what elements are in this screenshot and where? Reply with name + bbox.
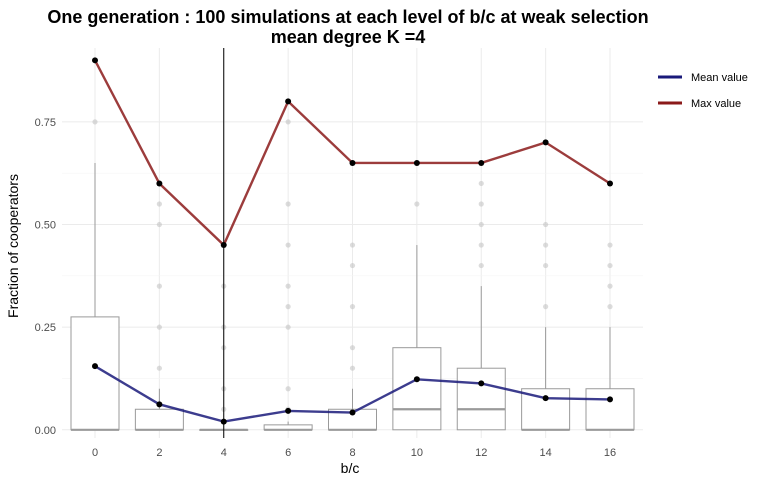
x-tick-label: 16 (604, 447, 616, 459)
outlier-point (349, 242, 356, 248)
y-tick-label: 0.50 (35, 220, 56, 232)
outlier-point (414, 201, 420, 207)
outlier-point (478, 201, 484, 207)
box-body (134, 408, 184, 431)
y-tick-label: 0.75 (35, 117, 56, 129)
boxplot (585, 327, 635, 431)
outlier-point (478, 221, 484, 228)
box-body (456, 367, 506, 431)
x-axis-title: b/c (341, 460, 360, 476)
outlier-point (543, 242, 549, 248)
boxplot (328, 388, 377, 431)
boxplots (70, 162, 635, 431)
chart-title-line1: One generation : 100 simulations at each… (47, 7, 648, 27)
outlier-point (285, 119, 291, 125)
outlier-point (285, 324, 291, 330)
series-point-max (478, 159, 485, 166)
boxplot (263, 421, 313, 431)
x-tick-label: 8 (349, 447, 355, 459)
series-lines (92, 57, 613, 425)
y-axis-ticks: 0.00 0.25 0.50 0.75 (35, 117, 56, 437)
x-tick-label: 0 (92, 447, 98, 459)
x-tick-label: 6 (285, 447, 291, 459)
series-point-mean (478, 380, 485, 387)
outlier-point (92, 119, 98, 125)
box-body (585, 388, 635, 431)
series-point-mean (156, 401, 163, 408)
outlier-point (349, 365, 356, 371)
outlier-point (156, 324, 162, 330)
outlier-point (478, 180, 484, 187)
y-tick-label: 0.00 (35, 425, 56, 437)
series-point-mean (413, 376, 420, 383)
series-point-mean (607, 396, 613, 403)
boxplot (456, 286, 506, 431)
outlier-point (285, 242, 291, 248)
outlier-point (607, 242, 613, 248)
series-point-mean (92, 363, 98, 370)
outlier-point (156, 283, 162, 289)
series-point-max (413, 159, 420, 166)
outlier-point (607, 304, 613, 310)
outlier-point (349, 262, 356, 269)
outlier-point (543, 304, 549, 310)
legend-label-mean: Mean value (691, 72, 748, 84)
x-tick-label: 2 (156, 447, 162, 459)
outlier-point (543, 262, 549, 269)
outlier-point (156, 221, 162, 228)
outlier-point (156, 365, 162, 371)
series-point-mean (285, 407, 292, 414)
outlier-point (156, 201, 162, 207)
outlier-point (607, 262, 613, 269)
chart-title-line2: mean degree K =4 (271, 27, 426, 47)
series-point-mean (349, 409, 356, 416)
outlier-point (285, 386, 291, 392)
series-point-max (349, 159, 356, 166)
outlier-point (478, 262, 484, 269)
outlier-point (349, 345, 356, 351)
y-axis-title: Fraction of cooperators (5, 174, 21, 318)
legend-label-max: Max value (691, 98, 741, 110)
outlier-point (349, 304, 356, 310)
outlier-point (285, 283, 291, 289)
series-point-max (156, 180, 163, 187)
outlier-point (543, 221, 549, 228)
x-tick-label: 10 (411, 447, 423, 459)
x-tick-label: 12 (475, 447, 487, 459)
series-point-max (220, 242, 227, 249)
box-body (70, 316, 120, 431)
outlier-point (478, 242, 484, 248)
legend: Mean value Max value (658, 72, 748, 110)
series-point-max (92, 57, 98, 64)
x-axis-ticks: 0 2 4 6 8 10 12 14 16 (92, 447, 616, 459)
y-tick-label: 0.25 (35, 322, 56, 334)
series-point-max (542, 139, 549, 146)
series-point-max (285, 98, 292, 105)
series-point-mean (220, 418, 227, 425)
outlier-point (285, 304, 291, 310)
boxplot (392, 245, 442, 431)
series-point-max (607, 180, 613, 187)
boxplot (134, 388, 184, 431)
outlier-point (285, 201, 291, 207)
boxplot (70, 162, 120, 431)
x-tick-label: 4 (221, 447, 227, 459)
outlier-point (607, 283, 613, 289)
x-tick-label: 14 (540, 447, 552, 459)
series-point-mean (542, 395, 549, 402)
